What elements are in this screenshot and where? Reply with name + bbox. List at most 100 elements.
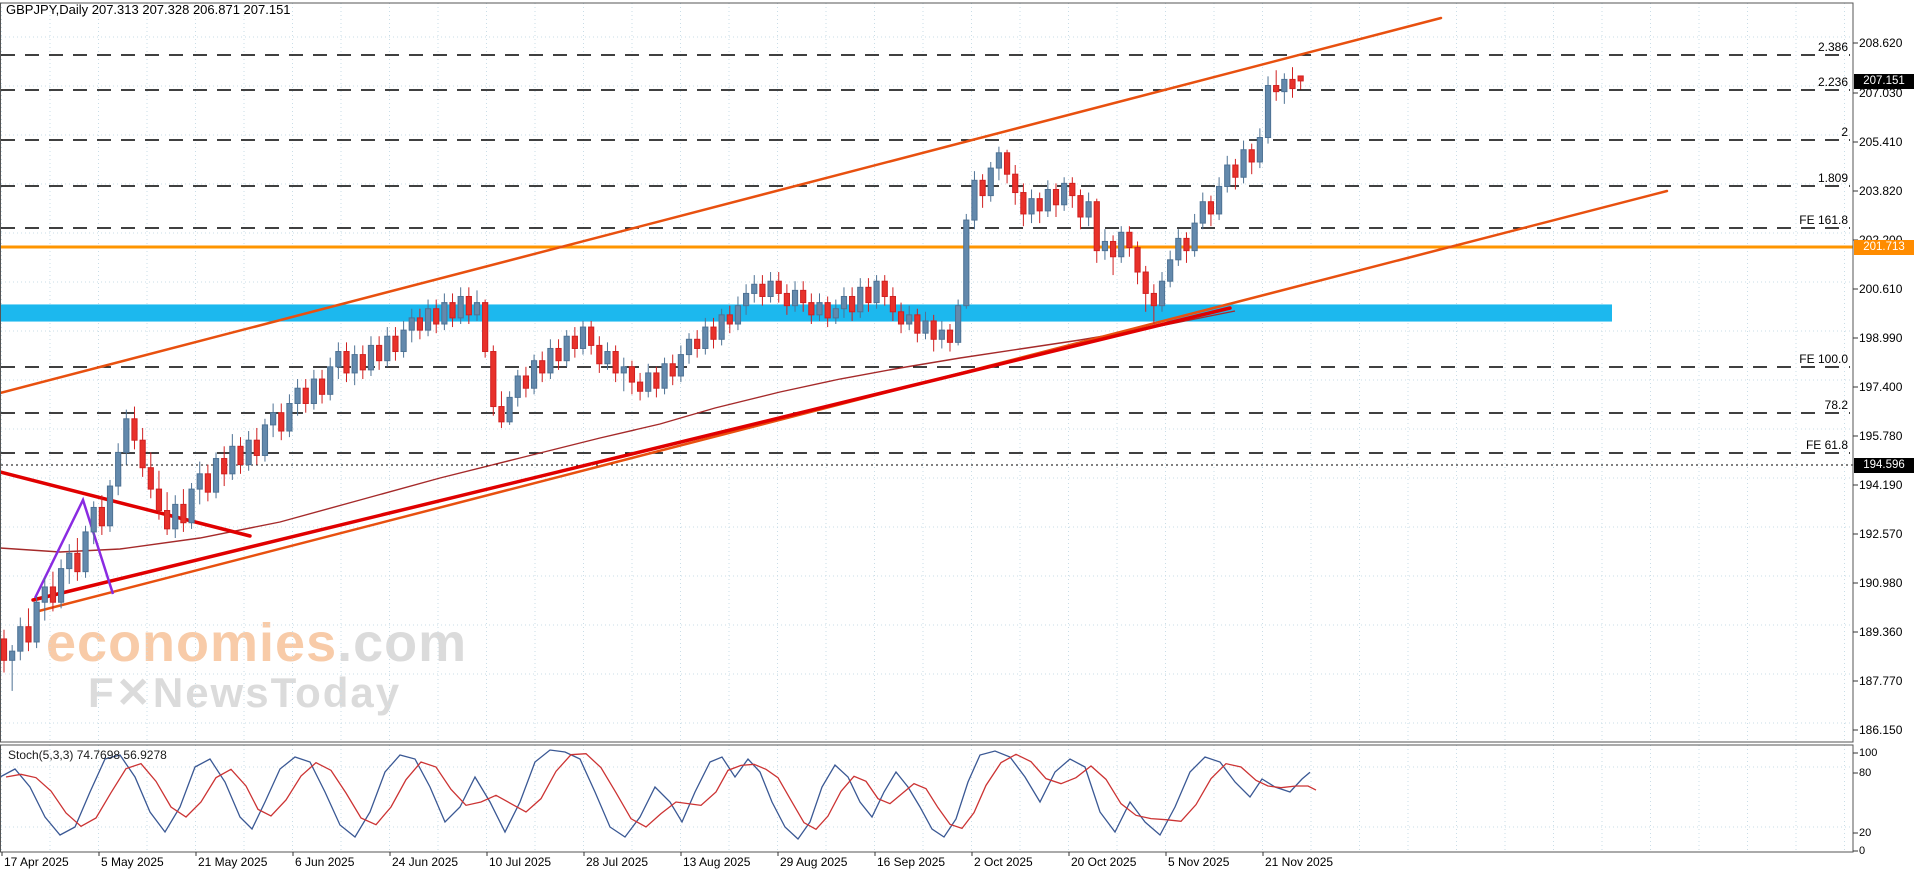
candle <box>849 287 856 321</box>
candle <box>98 495 105 535</box>
candle <box>767 272 774 303</box>
candle <box>1126 226 1133 257</box>
candles <box>0 67 1304 691</box>
trendline-orange-rising-upper[interactable] <box>0 16 1443 395</box>
candle <box>384 327 391 367</box>
candle <box>172 495 179 539</box>
candle <box>1183 232 1190 263</box>
candle <box>367 336 375 376</box>
candle <box>139 427 146 477</box>
candle <box>1248 143 1255 175</box>
watermark-subbrand: F✕NewsToday <box>88 669 402 716</box>
candle <box>677 345 684 383</box>
trendline-red-descending-wedge[interactable] <box>0 470 252 538</box>
candle <box>604 342 611 370</box>
candle <box>465 287 472 325</box>
candle <box>286 394 293 438</box>
candle <box>514 369 521 407</box>
candle <box>9 645 16 691</box>
candle <box>743 284 750 315</box>
candle <box>359 345 366 380</box>
candle <box>579 320 587 355</box>
candle <box>506 391 513 425</box>
candle <box>1077 189 1084 230</box>
candle <box>832 299 839 325</box>
candle <box>889 287 896 321</box>
candle <box>808 293 815 325</box>
trendline-red-ascending[interactable] <box>31 306 1232 602</box>
candle <box>1101 229 1109 260</box>
candle <box>106 479 114 532</box>
candle <box>547 339 554 380</box>
candle <box>1150 284 1157 325</box>
candle <box>212 452 220 499</box>
candle <box>302 379 309 413</box>
candle <box>979 174 986 208</box>
candle <box>1118 226 1125 263</box>
candle <box>180 489 187 532</box>
candle <box>82 525 89 578</box>
candle <box>971 171 978 230</box>
watermark: economies.com F✕NewsToday <box>46 612 467 717</box>
candle <box>694 330 701 358</box>
moving-average-line[interactable] <box>0 310 1236 553</box>
candle <box>424 299 432 337</box>
candle <box>628 360 636 395</box>
candle <box>270 403 277 438</box>
candle <box>17 617 24 661</box>
candle <box>1085 192 1092 227</box>
candle <box>653 366 660 398</box>
candle <box>245 431 252 471</box>
candle <box>57 559 65 609</box>
candle <box>1134 241 1141 285</box>
candle <box>857 278 864 318</box>
candle <box>636 372 644 401</box>
candle <box>710 317 717 349</box>
candle <box>74 538 81 581</box>
candle <box>1273 70 1280 101</box>
candle <box>539 351 546 383</box>
candle <box>955 299 962 346</box>
candle <box>938 320 945 349</box>
candle <box>946 324 954 352</box>
candle <box>441 293 448 331</box>
candle <box>759 275 766 306</box>
candle <box>596 336 603 373</box>
candle <box>131 406 138 450</box>
candle <box>816 293 823 321</box>
candle <box>914 308 921 343</box>
candle <box>490 345 497 416</box>
candle <box>645 363 652 398</box>
candle <box>204 464 211 502</box>
candle <box>310 369 317 410</box>
candle <box>873 275 880 309</box>
candle <box>188 482 195 529</box>
candle <box>90 501 97 545</box>
candle <box>49 571 57 612</box>
candle <box>1012 165 1019 205</box>
candle <box>588 320 595 355</box>
candle <box>1232 158 1239 190</box>
watermark-brand: economies.com <box>46 613 468 673</box>
candle <box>963 213 970 309</box>
candle <box>563 330 570 367</box>
stoch-main-line <box>0 749 1311 840</box>
candle <box>1199 192 1206 230</box>
candle <box>906 305 913 331</box>
candle <box>416 308 424 340</box>
candle <box>1297 75 1304 90</box>
candle <box>702 317 709 355</box>
candle <box>1020 183 1027 227</box>
candle <box>995 146 1003 181</box>
candle <box>987 161 994 202</box>
candle <box>196 461 203 505</box>
purple-zigzag-line[interactable] <box>33 496 115 599</box>
candle <box>1215 177 1223 221</box>
candle <box>530 354 538 395</box>
candle <box>1175 229 1182 266</box>
candle <box>66 544 73 584</box>
candle <box>1028 189 1035 224</box>
candle <box>783 284 790 315</box>
candle <box>1167 250 1174 288</box>
